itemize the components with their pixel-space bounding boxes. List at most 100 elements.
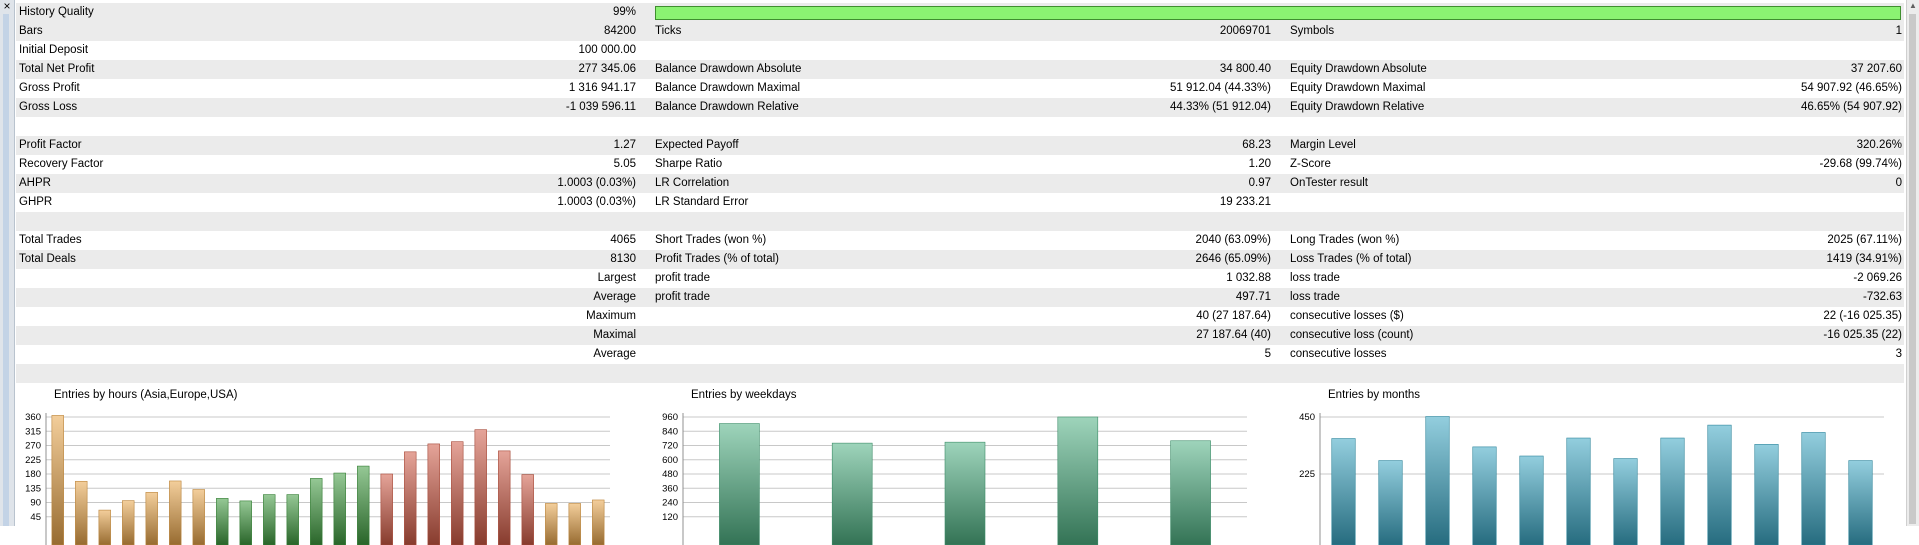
label-col1: Initial Deposit	[19, 44, 89, 56]
bar	[263, 494, 276, 545]
label-col1: Total Deals	[19, 253, 76, 265]
value-col3: 0	[1895, 177, 1902, 189]
value-col3: 22 (-16 025.35)	[1823, 310, 1902, 322]
history-quality-bar	[655, 6, 1901, 20]
bar	[380, 473, 393, 545]
close-icon[interactable]: ×	[3, 0, 11, 13]
value-col1: Maximal	[593, 329, 636, 341]
label-col3: Equity Drawdown Absolute	[1290, 63, 1427, 75]
value-col3: -2 069.26	[1853, 272, 1902, 284]
label-col1: AHPR	[19, 177, 51, 189]
value-col1: 1 316 941.17	[568, 82, 636, 94]
report-row: Recovery Factor 5.05 Sharpe Ratio 1.20 Z-Sco…	[16, 155, 1904, 174]
value-col1: 5.05	[613, 158, 636, 170]
bar	[357, 465, 370, 545]
chart-plot: 360 315 270 225 180 135 90 45	[25, 412, 610, 545]
report-row: Total Net Profit 277 345.06 Balance Drawdo…	[16, 60, 1904, 79]
value-col3: -29.68 (99.74%)	[1819, 158, 1902, 170]
label-col2: profit trade	[655, 291, 710, 303]
y-tick-label: 450	[1299, 412, 1315, 423]
label-col2: Balance Drawdown Relative	[655, 101, 799, 113]
label-col2: Short Trades (won %)	[655, 234, 767, 246]
chart-title: Entries by hours (Asia,Europe,USA)	[54, 389, 238, 401]
value-col1: 99%	[612, 6, 636, 18]
value-col1: 100 000.00	[578, 44, 636, 56]
chart-plot: 450 225	[1299, 412, 1884, 545]
value-col3: -16 025.35 (22)	[1823, 329, 1902, 341]
value-col1: 1.0003 (0.03%)	[557, 196, 636, 208]
value-col2: 19 233.21	[1219, 196, 1271, 208]
y-tick-label: 960	[662, 412, 678, 423]
label-col3: loss trade	[1290, 272, 1340, 284]
report-row: Profit Factor 1.27 Expected Payoff 68.23 Mar…	[16, 136, 1904, 155]
value-col3: 37 207.60	[1850, 63, 1902, 75]
bar	[1707, 424, 1732, 545]
label-col2: profit trade	[655, 272, 710, 284]
bar	[1660, 437, 1685, 545]
bar	[1472, 446, 1497, 545]
value-col3: 46.65% (54 907.92)	[1800, 101, 1902, 113]
bar	[169, 480, 182, 545]
value-col1: 4065	[610, 234, 636, 246]
report-row	[16, 364, 1904, 383]
value-col2: 2646 (65.09%)	[1195, 253, 1271, 265]
panel-handle[interactable]	[3, 14, 9, 526]
report-row: Gross Loss -1 039 596.11 Balance Drawdown …	[16, 98, 1904, 117]
bar	[192, 489, 205, 545]
bar	[592, 499, 605, 545]
bar	[75, 480, 88, 545]
value-col1: 8130	[610, 253, 636, 265]
bar	[1613, 458, 1638, 545]
y-tick-label: 225	[25, 455, 41, 466]
y-tick-label: 840	[662, 426, 678, 437]
label-col2: Sharpe Ratio	[655, 158, 723, 170]
y-tick-label: 720	[662, 441, 678, 452]
label-col1: GHPR	[19, 196, 53, 208]
value-col2: 497.71	[1235, 291, 1271, 303]
label-col2: Expected Payoff	[655, 139, 739, 151]
bar	[310, 478, 323, 545]
label-col3: OnTester result	[1290, 177, 1368, 189]
bar	[1801, 432, 1826, 545]
chart-plot: 960 840 720 600 480 360 240 120	[662, 412, 1247, 545]
bar	[1754, 444, 1779, 545]
value-col3: 1	[1895, 25, 1902, 37]
label-col1: Bars	[19, 25, 43, 37]
label-col2: LR Standard Error	[655, 196, 749, 208]
scrollbar-thumb[interactable]	[1909, 14, 1916, 524]
bar	[98, 509, 111, 545]
label-col3: Margin Level	[1290, 139, 1356, 151]
bar	[1057, 416, 1099, 545]
label-col1: Profit Factor	[19, 139, 82, 151]
value-col1: 277 345.06	[578, 63, 636, 75]
bar	[1378, 460, 1403, 545]
report-row: Total Deals 8130 Profit Trades (% of total…	[16, 250, 1904, 269]
y-tick-label: 180	[25, 469, 41, 480]
y-tick-label: 120	[662, 512, 678, 523]
label-col2: LR Correlation	[655, 177, 730, 189]
bar	[1519, 455, 1544, 545]
label-col1: Gross Loss	[19, 101, 78, 113]
y-tick-label: 225	[1299, 469, 1315, 480]
bar	[1848, 460, 1873, 545]
y-tick-label: 360	[662, 483, 678, 494]
value-col3: 3	[1895, 348, 1902, 360]
bar	[333, 472, 346, 545]
value-col1: -1 039 596.11	[565, 101, 636, 113]
value-col3: -732.63	[1862, 291, 1902, 303]
chart-entries-by-hours: Entries by hours (Asia,Europe,USA) 360 31…	[16, 389, 616, 545]
y-tick-label: 45	[30, 512, 41, 523]
label-col1: Recovery Factor	[19, 158, 104, 170]
report-row: Total Trades 4065 Short Trades (won %) 2040…	[16, 231, 1904, 250]
report-row: Maximal 27 187.64 (40) consecutive loss (c…	[16, 326, 1904, 345]
scroll-up-icon[interactable]: ▲	[1909, 1, 1917, 10]
left-panel-strip: ×	[0, 0, 15, 526]
bar	[239, 500, 252, 545]
vertical-scrollbar[interactable]: ▲	[1906, 0, 1919, 526]
report-row: Gross Profit 1 316 941.17 Balance Drawdown…	[16, 79, 1904, 98]
bar	[404, 451, 417, 545]
value-col2: 1.20	[1248, 158, 1271, 170]
bar	[216, 498, 229, 545]
value-col1: 1.27	[613, 139, 636, 151]
y-tick-label: 480	[662, 469, 678, 480]
